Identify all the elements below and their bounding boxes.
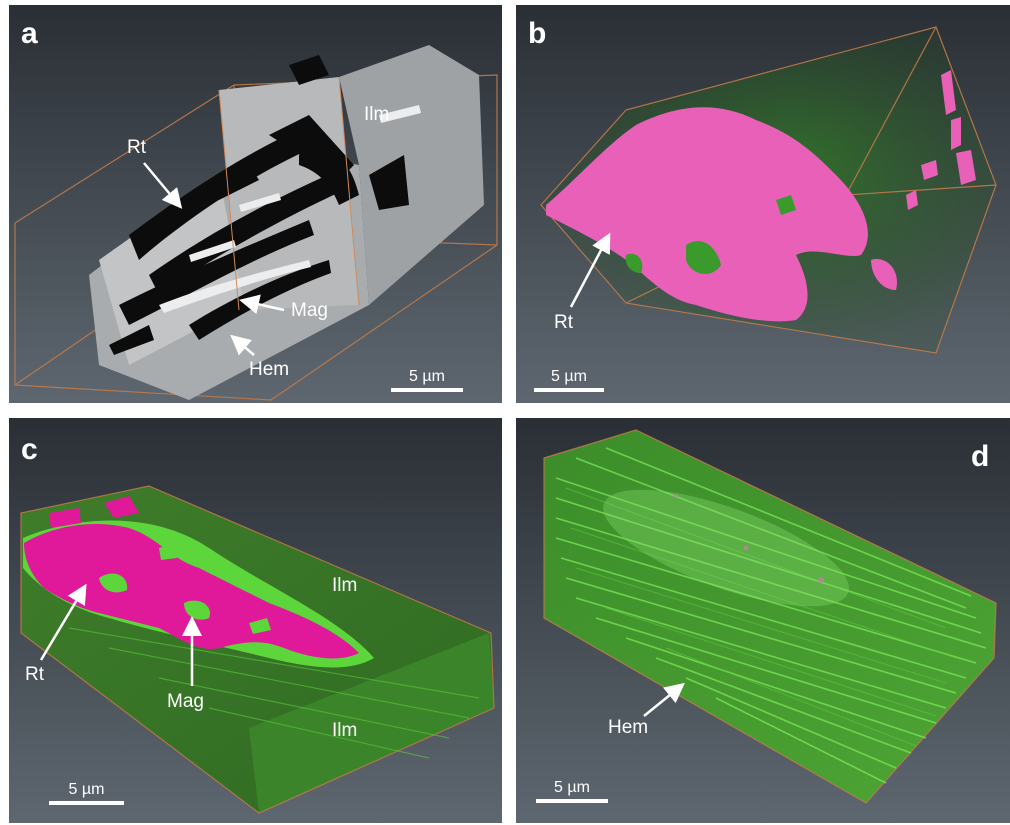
scale-bar-line xyxy=(49,801,124,805)
hematite-rendering-image xyxy=(516,418,1010,823)
label-rt: Rt xyxy=(127,137,146,158)
scale-bar-line xyxy=(536,799,608,803)
label-ilm-top: Ilm xyxy=(332,575,358,596)
label-hem: Hem xyxy=(608,717,649,738)
panel-letter-d: d xyxy=(971,440,990,473)
panel-letter-b: b xyxy=(528,17,547,50)
scale-bar-label: 5 µm xyxy=(554,779,590,796)
scale-bar: 5 µm xyxy=(391,369,463,392)
label-mag: Mag xyxy=(291,300,328,321)
label-ilm-bottom: Ilm xyxy=(332,720,358,741)
label-rt: Rt xyxy=(25,664,44,685)
panel-letter-a: a xyxy=(21,17,38,50)
scale-bar: 5 µm xyxy=(536,780,608,803)
panel-d: d Hem 5 µm xyxy=(516,418,1010,823)
label-ilm: Ilm xyxy=(364,104,390,125)
label-hem: Hem xyxy=(249,359,290,380)
label-rt: Rt xyxy=(554,312,573,333)
rutile-rendering-image xyxy=(516,5,1010,403)
scale-bar: 5 µm xyxy=(49,782,124,805)
scale-bar: 5 µm xyxy=(534,369,604,392)
tomography-slices-image xyxy=(9,5,502,403)
scale-bar-label: 5 µm xyxy=(409,368,445,385)
rutile-magnetite-ilmenite-rendering-image xyxy=(9,418,502,823)
scale-bar-label: 5 µm xyxy=(68,781,105,798)
scale-bar-line xyxy=(391,388,463,392)
panel-b: b Rt 5 µm xyxy=(516,5,1010,403)
scale-bar-label: 5 µm xyxy=(551,368,587,385)
scale-bar-line xyxy=(534,388,604,392)
panel-a: a Rt Ilm Mag Hem 5 µm xyxy=(9,5,502,403)
panel-c: c Rt Mag Ilm Ilm 5 µm xyxy=(9,418,502,823)
panel-letter-c: c xyxy=(21,433,38,466)
label-mag: Mag xyxy=(167,691,204,712)
